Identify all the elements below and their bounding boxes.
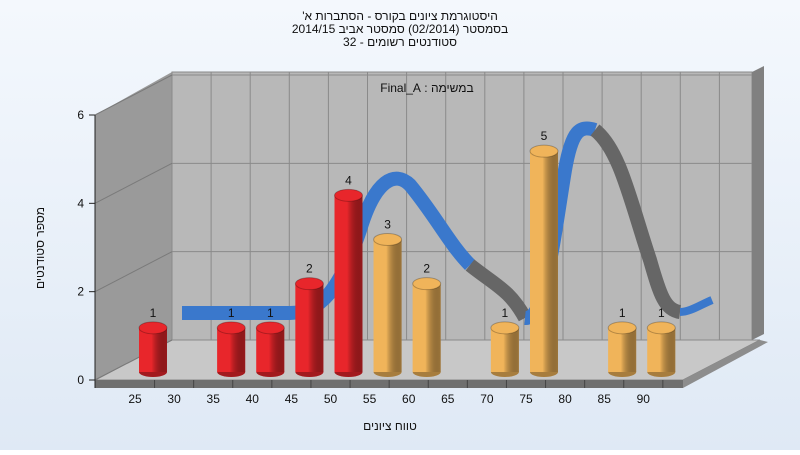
bar-group: [412, 277, 442, 377]
bar-top: [373, 233, 403, 246]
x-tick-label: 25: [128, 392, 142, 406]
bar-top: [607, 321, 637, 335]
x-tick-label: 45: [285, 392, 299, 406]
x-axis-label: טווח ציונים: [363, 419, 417, 433]
bar-shade: [490, 327, 519, 372]
bar-group: [373, 233, 403, 377]
bar-shade: [373, 239, 402, 372]
subtitle: במשימה : Final_A: [380, 81, 473, 95]
x-tick-label: 75: [519, 392, 533, 406]
bar-top: [334, 188, 363, 202]
bar-shade: [647, 327, 676, 372]
data-label: 1: [619, 306, 626, 320]
chart-title: סטודנטים רשומים - 32: [343, 35, 457, 49]
x-tick-label: 65: [441, 392, 455, 406]
back-wall-edge: [752, 66, 764, 340]
curve-back: [465, 259, 532, 322]
x-tick-label: 90: [637, 392, 651, 406]
bar-shade: [530, 151, 558, 372]
data-label: 4: [345, 173, 352, 187]
x-tick-label: 30: [167, 392, 181, 406]
data-label: 2: [423, 262, 430, 276]
grid-line: [94, 162, 173, 204]
bar-group: [334, 188, 363, 377]
bar-top: [138, 321, 168, 335]
data-label: 3: [384, 218, 391, 232]
data-label: 2: [306, 262, 313, 276]
bar-top: [255, 321, 285, 335]
bar-shade: [139, 327, 167, 372]
bar-top: [490, 321, 520, 335]
curve-back: [590, 124, 682, 319]
data-label: 1: [267, 306, 274, 320]
y-tick-label: 4: [77, 196, 84, 210]
data-label: 5: [541, 129, 548, 143]
data-label: 1: [502, 306, 509, 320]
y-tick-label: 0: [77, 373, 84, 387]
data-label: 1: [228, 306, 235, 320]
bar-group: [138, 321, 168, 377]
bar-shade: [295, 283, 324, 372]
x-tick-label: 85: [598, 392, 612, 406]
curve-front: [679, 296, 714, 316]
bar-group: [490, 321, 520, 377]
floor-side: [683, 340, 768, 388]
bar-group: [294, 277, 324, 377]
x-tick-label: 35: [207, 392, 221, 406]
bar-top: [646, 321, 676, 335]
y-tick-label: 6: [77, 108, 84, 122]
bar-group: [646, 321, 676, 377]
x-tick-label: 80: [558, 392, 572, 406]
left-wall: [95, 72, 172, 380]
x-tick-label: 70: [480, 392, 494, 406]
bar-group: [216, 321, 246, 377]
grid-line: [94, 74, 173, 116]
y-tick-label: 2: [77, 285, 84, 299]
chart-title: היסטוגרמת ציונים בקורס - הסתברות א': [302, 9, 498, 23]
bar-top: [529, 144, 559, 158]
bar-shade: [256, 327, 285, 372]
y-axis-label: מספר סטודנטים: [33, 207, 47, 289]
bar-group: [255, 321, 285, 377]
bar-top: [294, 277, 324, 291]
data-label: 1: [658, 306, 665, 320]
x-tick-label: 60: [402, 392, 416, 406]
x-tick-label: 50: [324, 392, 338, 406]
bar-group: [607, 321, 637, 377]
bar-shade: [217, 327, 246, 372]
bar-top: [412, 277, 442, 291]
bar-top: [216, 321, 246, 335]
bar-group: [529, 144, 559, 377]
bar-shade: [334, 195, 363, 372]
x-tick-label: 55: [363, 392, 377, 406]
data-label: 1: [150, 306, 157, 320]
chart-title: בסמסטר (02/2014) סמסטר אביב 2014/15: [292, 22, 508, 36]
grid-line: [94, 251, 173, 293]
x-tick-label: 40: [246, 392, 260, 406]
bar-shade: [412, 283, 441, 372]
bar-shade: [608, 327, 637, 372]
